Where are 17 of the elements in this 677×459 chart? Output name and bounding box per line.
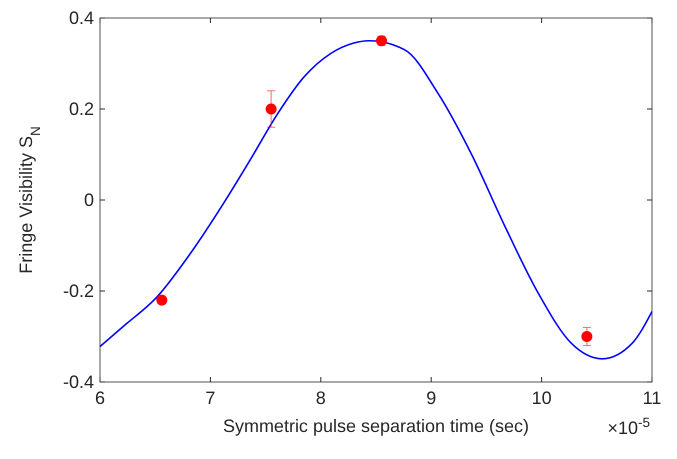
y-tick-label: -0.2 — [62, 281, 94, 301]
x-tick-label: 8 — [316, 388, 326, 408]
x-tick-label: 7 — [205, 388, 216, 408]
point — [266, 104, 277, 114]
x-tick-label: 6 — [94, 388, 106, 408]
y-tick-label: 0.2 — [68, 99, 94, 119]
text: ×10$^{-5}$ — [607, 414, 650, 438]
point — [581, 331, 592, 342]
x-tick-label: 9 — [426, 388, 436, 408]
x-tick-label: 10 — [532, 388, 552, 408]
point — [156, 294, 168, 306]
y-tick-label: 0 — [84, 190, 94, 210]
y-tick-label: -0.4 — [62, 372, 94, 392]
y-tick-label: 0.4 — [68, 8, 94, 28]
x-tick-label: 11 — [642, 388, 662, 408]
line-series — [99, 40, 653, 360]
x-axis-title: Symmetric pulse separation time (sec) — [222, 416, 530, 436]
